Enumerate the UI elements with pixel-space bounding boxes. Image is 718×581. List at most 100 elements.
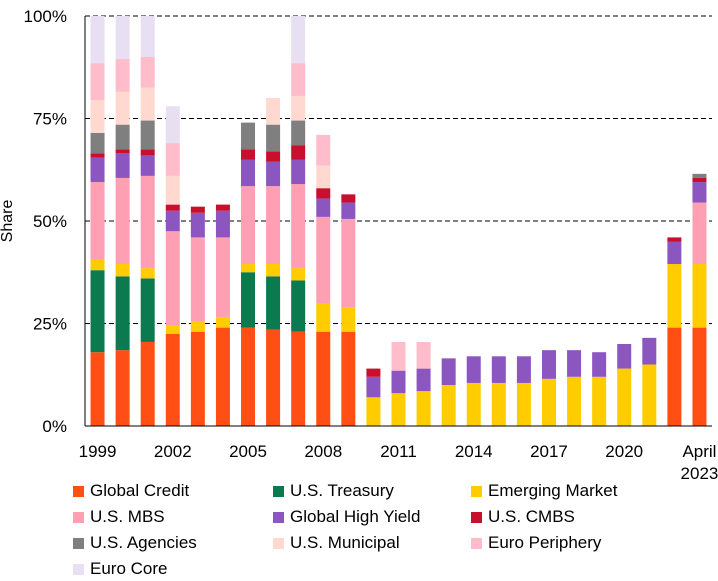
bar-2019-emerging-market <box>592 376 607 426</box>
bar-April-2023-global-high-yield <box>692 182 707 203</box>
bar-2000-u-s-mbs <box>115 177 130 265</box>
bar-2004-u-s-mbs <box>215 237 230 318</box>
bar-2002-euro-periphery <box>165 143 180 176</box>
bar-April-2023-emerging-market <box>692 264 707 328</box>
legend-label: Euro Core <box>90 559 168 578</box>
bar-2003-global-high-yield <box>190 212 205 238</box>
bar-2011-euro-periphery <box>391 341 406 371</box>
bar-2017-emerging-market <box>541 378 556 426</box>
bar-1999-global-credit <box>90 352 105 426</box>
bar-2015-emerging-market <box>491 382 506 426</box>
bar-2000-euro-periphery <box>115 59 130 92</box>
bar-2005-global-high-yield <box>241 159 256 187</box>
bar-2001-u-s-treasury <box>140 278 155 342</box>
bar-2009-emerging-market <box>341 307 356 332</box>
bar-April-2023-global-credit <box>692 327 707 426</box>
bar-2002-u-s-cmbs <box>165 204 180 211</box>
x-tick-label: 2002 <box>154 442 192 461</box>
legend-swatch <box>471 485 482 497</box>
x-tick-label: 2017 <box>530 442 568 461</box>
bar-2012-emerging-market <box>416 391 431 426</box>
bar-1999-euro-core <box>90 16 105 64</box>
bar-2006-u-s-treasury <box>266 276 281 330</box>
legend-swatch <box>73 511 84 523</box>
x-tick-label: 2014 <box>455 442 493 461</box>
x-tick-label: 1999 <box>79 442 117 461</box>
bar-2000-emerging-market <box>115 264 130 277</box>
bar-2002-u-s-mbs <box>165 231 180 326</box>
x-tick-label: 2011 <box>380 442 417 461</box>
bar-2000-euro-core <box>115 16 130 60</box>
bar-2001-euro-core <box>140 16 155 57</box>
bar-2021-global-high-yield <box>642 337 657 365</box>
legend-swatch <box>73 485 84 497</box>
bar-2007-global-credit <box>291 331 306 426</box>
bar-2007-euro-periphery <box>291 63 306 96</box>
legend-item-u-s-municipal: U.S. Municipal <box>273 533 400 553</box>
bar-2016-global-high-yield <box>516 356 531 383</box>
bar-2009-global-credit <box>341 331 356 426</box>
bar-2006-u-s-municipal <box>266 98 281 125</box>
bar-2001-global-credit <box>140 341 155 426</box>
legend-swatch <box>273 537 284 549</box>
legend-swatch <box>273 511 284 523</box>
y-tick-label: 75% <box>33 110 67 129</box>
bar-April-2023-u-s-cmbs <box>692 177 707 183</box>
legend-item-global-high-yield: Global High Yield <box>273 507 420 527</box>
stacked-bar-chart: Share 0% 25% 50% 75% 100% 1999 2002 2005 2008 20… <box>0 7 718 480</box>
legend-label: U.S. CMBS <box>488 507 575 526</box>
bar-2001-u-s-mbs <box>140 175 155 269</box>
y-tick-label: 50% <box>33 212 67 231</box>
bar-2009-global-high-yield <box>341 202 356 219</box>
bar-2007-u-s-mbs <box>291 184 306 269</box>
bar-2007-euro-core <box>291 16 306 64</box>
bar-2009-u-s-cmbs <box>341 194 356 203</box>
bar-2004-global-credit <box>215 327 230 426</box>
bar-2005-u-s-cmbs <box>241 149 256 160</box>
gridlines <box>85 15 712 324</box>
bar-2020-global-high-yield <box>617 344 632 369</box>
bar-2003-u-s-cmbs <box>190 206 205 213</box>
legend-label: Euro Periphery <box>488 533 602 552</box>
bar-2005-u-s-mbs <box>241 186 256 265</box>
bar-2008-u-s-mbs <box>316 216 331 303</box>
bar-2005-u-s-treasury <box>241 272 256 328</box>
bar-2007-global-high-yield <box>291 159 306 185</box>
bar-2006-u-s-agencies <box>266 124 281 152</box>
bar-2001-u-s-agencies <box>140 120 155 150</box>
bar-2006-global-high-yield <box>266 161 281 187</box>
bar-2007-u-s-agencies <box>291 120 306 146</box>
bar-2003-emerging-market <box>190 321 205 332</box>
legend-item-u-s-agencies: U.S. Agencies <box>73 533 197 553</box>
bar-2004-u-s-cmbs <box>215 204 230 211</box>
bar-2004-global-high-yield <box>215 210 230 238</box>
bar-2006-emerging-market <box>266 264 281 277</box>
legend-item-emerging-market: Emerging Market <box>471 481 617 501</box>
bar-2002-u-s-municipal <box>165 175 180 205</box>
bar-2001-emerging-market <box>140 268 155 279</box>
y-tick-label: 100% <box>24 7 67 26</box>
legend-item-euro-periphery: Euro Periphery <box>471 533 601 553</box>
bar-2001-u-s-cmbs <box>140 149 155 156</box>
legend-label: Global Credit <box>90 481 190 500</box>
y-tick-label: 0% <box>42 417 67 436</box>
legend-item-euro-core: Euro Core <box>73 559 167 579</box>
legend-label: U.S. Agencies <box>90 533 197 552</box>
bar-April-2023-u-s-agencies <box>692 173 707 178</box>
bar-2002-emerging-market <box>165 325 180 334</box>
bar-1999-euro-periphery <box>90 63 105 101</box>
bar-2001-euro-periphery <box>140 57 155 88</box>
bar-2014-emerging-market <box>466 382 481 426</box>
bar-2000-u-s-cmbs <box>115 149 130 154</box>
bar-2006-u-s-mbs <box>266 186 281 265</box>
x-tick-label: 2008 <box>304 442 342 461</box>
bar-2000-global-high-yield <box>115 153 130 178</box>
bar-2006-global-credit <box>266 329 281 426</box>
legend-swatch <box>273 485 284 497</box>
bar-2000-global-credit <box>115 350 130 426</box>
bar-April-2023-u-s-mbs <box>692 202 707 265</box>
bar-2008-euro-periphery <box>316 134 331 166</box>
bar-2022-global-credit <box>667 327 682 426</box>
legend-swatch <box>471 537 482 549</box>
bar-1999-u-s-treasury <box>90 270 105 353</box>
